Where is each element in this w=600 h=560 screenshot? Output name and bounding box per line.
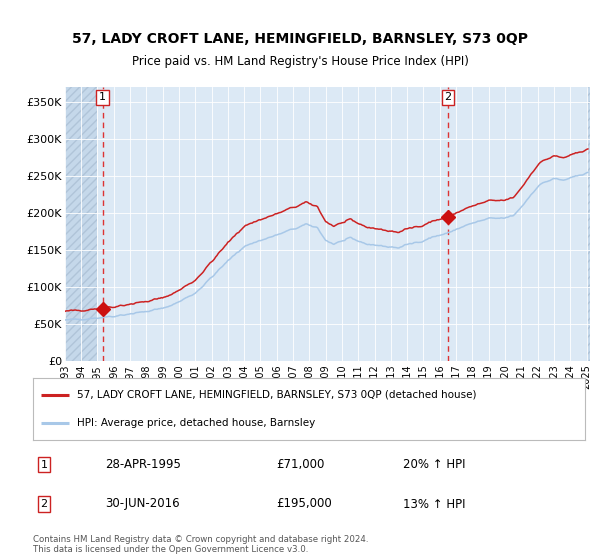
Text: £71,000: £71,000 — [276, 458, 324, 471]
Text: 57, LADY CROFT LANE, HEMINGFIELD, BARNSLEY, S73 0QP (detached house): 57, LADY CROFT LANE, HEMINGFIELD, BARNSL… — [77, 390, 476, 400]
Text: Price paid vs. HM Land Registry's House Price Index (HPI): Price paid vs. HM Land Registry's House … — [131, 55, 469, 68]
Text: 28-APR-1995: 28-APR-1995 — [105, 458, 181, 471]
Text: 20% ↑ HPI: 20% ↑ HPI — [403, 458, 466, 471]
Text: 1: 1 — [41, 460, 47, 469]
Bar — [65, 87, 97, 361]
Text: 13% ↑ HPI: 13% ↑ HPI — [403, 497, 466, 511]
Text: £195,000: £195,000 — [276, 497, 332, 511]
Text: HPI: Average price, detached house, Barnsley: HPI: Average price, detached house, Barn… — [77, 418, 316, 428]
Text: 57, LADY CROFT LANE, HEMINGFIELD, BARNSLEY, S73 0QP: 57, LADY CROFT LANE, HEMINGFIELD, BARNSL… — [72, 32, 528, 46]
Text: 2: 2 — [445, 92, 452, 102]
Text: 1: 1 — [99, 92, 106, 102]
Text: 30-JUN-2016: 30-JUN-2016 — [105, 497, 179, 511]
Text: Contains HM Land Registry data © Crown copyright and database right 2024.
This d: Contains HM Land Registry data © Crown c… — [33, 535, 368, 554]
Text: 2: 2 — [40, 499, 47, 509]
Bar — [587, 87, 590, 361]
